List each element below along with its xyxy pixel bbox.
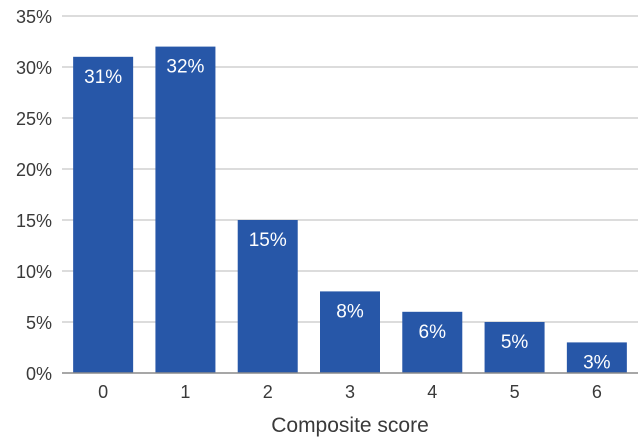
bars <box>73 46 627 374</box>
y-axis-ticks: 0% 5% 10% 15% 20% 25% 30% 35% <box>16 7 52 384</box>
bar-value-label: 31% <box>84 67 122 88</box>
bar-value-labels: 31% 32% 15% 8% 6% 5% 3% <box>84 57 611 374</box>
y-tick-label: 35% <box>16 7 52 27</box>
x-tick-label: 4 <box>427 382 437 402</box>
bar-value-label: 5% <box>501 332 529 353</box>
x-axis-title: Composite score <box>271 414 429 437</box>
y-tick-label: 15% <box>16 211 52 231</box>
gridlines <box>62 15 638 323</box>
x-tick-label: 2 <box>263 382 273 402</box>
bar-value-label: 8% <box>336 301 364 322</box>
bar-value-label: 15% <box>249 230 287 251</box>
bar-value-label: 32% <box>166 57 204 78</box>
bar-value-label: 6% <box>419 322 447 343</box>
y-tick-label: 30% <box>16 58 52 78</box>
y-tick-label: 5% <box>26 313 52 333</box>
bar <box>320 291 380 373</box>
x-tick-label: 3 <box>345 382 355 402</box>
y-tick-label: 10% <box>16 262 52 282</box>
bar-value-label: 3% <box>583 352 611 373</box>
x-tick-label: 5 <box>510 382 520 402</box>
bar <box>155 46 216 373</box>
bar <box>484 322 545 373</box>
bar <box>402 311 463 373</box>
bar <box>566 342 627 373</box>
y-tick-label: 20% <box>16 160 52 180</box>
bar <box>237 220 298 373</box>
bar <box>73 56 134 374</box>
x-tick-label: 6 <box>592 382 602 402</box>
y-tick-label: 25% <box>16 109 52 129</box>
x-tick-label: 1 <box>180 382 190 402</box>
x-tick-label: 0 <box>98 382 108 402</box>
x-axis-ticks: 0 1 2 3 4 5 6 <box>98 382 602 402</box>
y-tick-label: 0% <box>26 364 52 384</box>
